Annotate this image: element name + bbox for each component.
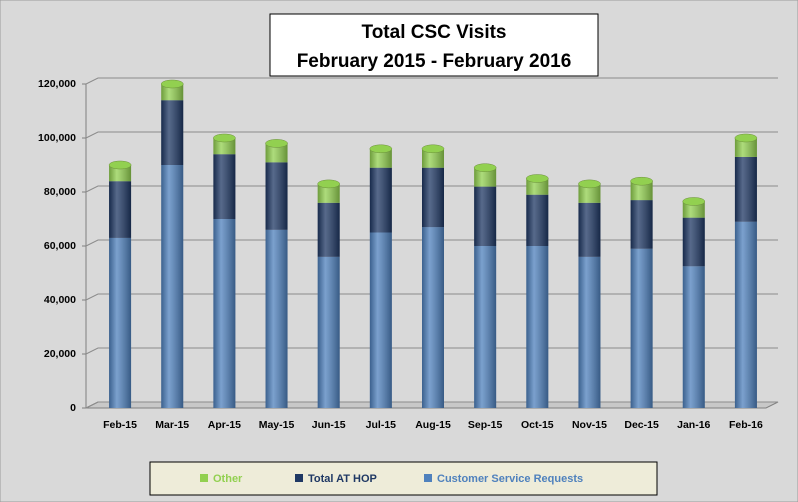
bar-shade	[265, 162, 288, 230]
bar-shade	[317, 202, 340, 257]
legend-label: Other	[213, 473, 243, 485]
bar-shade	[578, 183, 601, 203]
bar-shade	[422, 167, 444, 228]
bar-shade	[109, 237, 132, 408]
x-tick-label: Jan-16	[677, 419, 710, 431]
bar-shade	[630, 200, 653, 249]
bar-cap	[317, 179, 340, 189]
bar-shade	[734, 156, 757, 222]
bar-shade	[109, 181, 132, 238]
grid-line	[85, 293, 778, 301]
bar-cap	[682, 197, 706, 206]
bar-shade	[682, 217, 705, 267]
bar-cap	[473, 163, 497, 172]
y-tick-label: 100,000	[38, 132, 76, 144]
y-tick-label: 80,000	[44, 186, 76, 198]
x-tick-label: Apr-15	[208, 419, 241, 431]
legend-swatch	[200, 474, 208, 482]
chart-title: Total CSC Visits	[362, 22, 507, 43]
bar-shade	[682, 266, 705, 408]
bar-shade	[630, 248, 653, 408]
bar-shade	[526, 246, 549, 408]
x-tick-label: May-15	[259, 419, 295, 431]
bar-shade	[526, 194, 549, 246]
x-tick-label: Mar-15	[155, 419, 189, 431]
x-tick-label: Jul-15	[366, 419, 397, 431]
legend-box	[149, 461, 658, 496]
bar-shade	[213, 154, 236, 219]
bar-shade	[161, 84, 184, 101]
bar-cap	[630, 176, 653, 186]
bar-shade	[682, 201, 705, 218]
grid-line	[85, 77, 778, 85]
bar-shade	[422, 148, 444, 168]
x-tick-label: Jun-15	[312, 419, 346, 431]
bar-cap	[213, 133, 236, 143]
x-tick-label: Dec-15	[624, 419, 659, 431]
bar-shade	[526, 178, 549, 195]
legend-label: Total AT HOP	[308, 473, 377, 485]
bar-shade	[734, 221, 757, 408]
x-tick-label: Aug-15	[415, 419, 451, 431]
grid-line	[85, 131, 778, 139]
grid-line	[85, 401, 778, 409]
bar-shade	[369, 148, 392, 168]
bar-cap	[265, 139, 288, 148]
x-tick-label: Sep-15	[468, 419, 503, 431]
legend-swatch	[424, 474, 432, 482]
legend-label: Customer Service Requests	[437, 473, 583, 485]
bar-shade	[161, 100, 184, 165]
bar-shade	[474, 167, 497, 187]
bar-shade	[161, 165, 184, 408]
legend-swatch	[295, 474, 303, 482]
x-tick-label: Oct-15	[521, 419, 554, 431]
bar-shade	[109, 165, 132, 182]
bar-shade	[265, 143, 288, 163]
chart-subtitle: February 2015 - February 2016	[297, 51, 572, 72]
bar-shade	[369, 167, 392, 233]
bar-cap	[526, 174, 549, 183]
bar-shade	[630, 181, 653, 201]
bar-shade	[213, 138, 236, 155]
bar-shade	[317, 256, 340, 408]
bar-cap	[160, 79, 184, 89]
bar-shade	[213, 219, 236, 408]
bar-cap	[369, 144, 393, 154]
y-tick-label: 0	[70, 402, 76, 414]
grid-line	[85, 239, 778, 247]
y-tick-label: 40,000	[44, 294, 76, 306]
bar-shade	[578, 202, 601, 257]
bar-shade	[474, 186, 497, 246]
y-tick-label: 20,000	[44, 348, 76, 360]
bar-shade	[265, 229, 288, 408]
grid-line	[85, 185, 778, 193]
bar-shade	[578, 256, 601, 408]
bar-cap	[108, 160, 132, 170]
bar-shade	[369, 232, 392, 408]
bar-cap	[421, 144, 445, 154]
bar-shade	[317, 183, 340, 203]
bar-shade	[734, 138, 757, 157]
y-tick-label: 60,000	[44, 240, 76, 252]
x-tick-label: Feb-16	[729, 419, 763, 431]
bar-cap	[578, 179, 601, 189]
y-tick-label: 120,000	[38, 78, 76, 90]
title-box	[269, 13, 599, 77]
x-tick-label: Feb-15	[103, 419, 137, 431]
grid-line	[85, 347, 778, 355]
bar-shade	[474, 246, 497, 408]
bar-cap	[734, 133, 758, 143]
bar-shade	[422, 227, 444, 408]
x-tick-label: Nov-15	[572, 419, 607, 431]
